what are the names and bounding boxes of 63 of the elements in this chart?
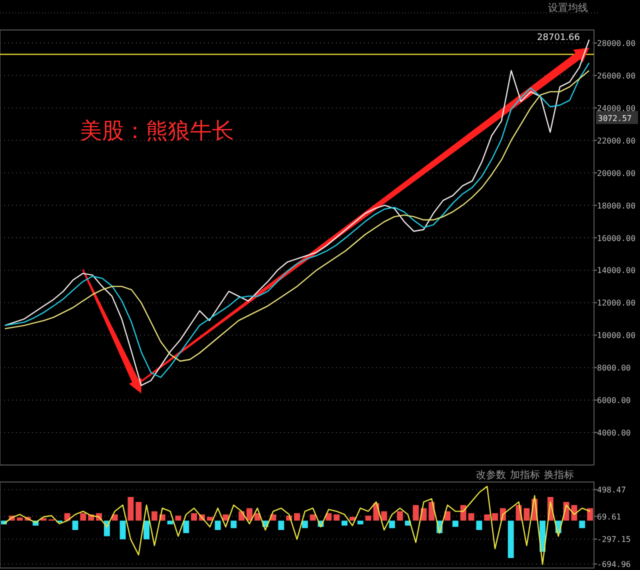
bar — [136, 502, 142, 521]
y-tick-label: 22000.00 — [597, 136, 636, 146]
y-tick-label: -694.96 — [597, 560, 631, 569]
bar — [484, 514, 490, 521]
bar — [452, 520, 458, 527]
y-tick-label: 8000.00 — [597, 364, 631, 373]
bar — [120, 520, 126, 540]
text: 改参数 — [476, 469, 506, 481]
bar — [310, 514, 316, 521]
bar — [151, 511, 158, 521]
y-tick-label: 6000.00 — [597, 396, 631, 406]
y-tick-label: 24000.00 — [597, 104, 636, 113]
bar — [230, 520, 237, 528]
y-tick-label: 12000.00 — [597, 298, 636, 308]
bar — [80, 513, 86, 521]
y-tick-label: 69.61 — [597, 512, 622, 522]
bar — [128, 496, 134, 521]
bar — [167, 520, 174, 524]
bar — [492, 513, 498, 521]
bar — [112, 514, 118, 521]
bar — [16, 518, 23, 521]
bar — [381, 511, 388, 521]
line-series — [3, 486, 591, 565]
y-tick-label: 18000.00 — [597, 201, 636, 210]
y-tick-label: 4000.00 — [597, 428, 631, 438]
bar — [246, 508, 252, 521]
text: 加指标 — [510, 469, 540, 481]
bar — [278, 520, 284, 530]
bar — [183, 520, 190, 534]
annotation: 美股：熊狼牛长 — [80, 119, 234, 144]
y-tick-label: 10000.00 — [597, 331, 636, 340]
bar — [579, 520, 586, 528]
bar — [334, 514, 340, 521]
bar — [476, 520, 482, 530]
text: 3072.57 — [598, 114, 632, 123]
bar — [396, 511, 403, 521]
bar — [191, 513, 198, 521]
bar — [72, 520, 78, 530]
bar — [412, 505, 419, 521]
y-tick-label: 20000.00 — [597, 168, 636, 178]
bar — [294, 513, 300, 521]
bar — [144, 520, 150, 540]
bar — [428, 502, 435, 521]
bar — [214, 520, 221, 530]
bar — [342, 520, 348, 526]
text: 设置均线 — [548, 2, 588, 14]
y-tick-label: 498.47 — [597, 486, 626, 495]
text: 换指标 — [544, 469, 574, 481]
y-tick-label: 28000.00 — [597, 38, 636, 48]
bar — [175, 516, 182, 521]
bar — [357, 520, 364, 524]
annotation: 28701.66 — [537, 33, 580, 43]
bar — [389, 520, 396, 528]
bar — [326, 513, 332, 521]
bar — [302, 520, 308, 528]
y-tick-label: 26000.00 — [597, 71, 636, 80]
bar — [524, 508, 530, 521]
y-tick-label: 16000.00 — [597, 234, 636, 243]
y-tick-label: 14000.00 — [597, 266, 636, 276]
bar — [587, 508, 594, 521]
bar — [508, 520, 514, 558]
y-tick-label: -297.15 — [597, 535, 631, 544]
bar — [468, 513, 474, 521]
